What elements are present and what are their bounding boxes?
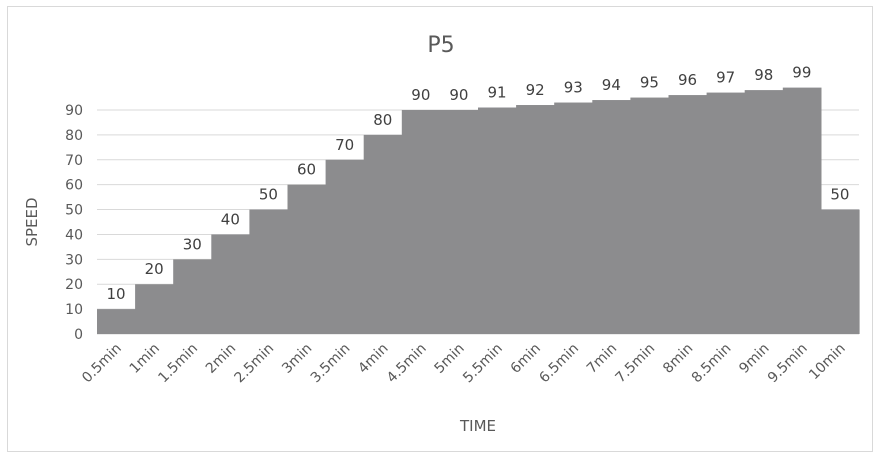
x-tick-label: 7.5min [613, 341, 659, 387]
x-tick-label: 6.5min [536, 341, 582, 387]
bar [478, 107, 517, 334]
y-tick-label: 90 [65, 103, 83, 119]
bar [554, 102, 593, 335]
bar [820, 209, 860, 334]
x-tick-label: 9.5min [765, 341, 811, 387]
bar [706, 92, 746, 334]
data-labels: 10 20 30 40 50 60 70 80 90 90 91 92 93 94 95 96 97 98 99 50 [107, 64, 850, 304]
y-tick-label: 80 [65, 128, 83, 144]
y-tick-label: 50 [65, 203, 83, 219]
bar [363, 134, 403, 334]
y-tick-label: 0 [74, 327, 83, 343]
x-tick-label: 4.5min [384, 341, 430, 387]
data-label: 99 [792, 64, 811, 82]
data-label: 60 [297, 161, 316, 179]
data-label: 80 [373, 111, 392, 129]
bar [401, 110, 441, 334]
data-label: 40 [221, 210, 240, 228]
x-tick-label: 10min [806, 341, 849, 384]
data-label: 92 [526, 81, 545, 99]
x-tick-label: 8.5min [689, 341, 735, 387]
y-tick-label: 20 [65, 277, 83, 293]
bar [516, 105, 555, 335]
bar [97, 309, 136, 334]
x-tick-label: 3.5min [308, 341, 354, 387]
data-label: 93 [564, 79, 583, 97]
bar [668, 95, 708, 334]
data-label: 30 [183, 235, 202, 253]
y-tick-label: 60 [65, 178, 83, 194]
bar [287, 184, 327, 334]
bar [439, 110, 479, 334]
y-axis-label: SPEED [23, 197, 41, 246]
data-label: 10 [107, 285, 126, 303]
y-tick-label: 30 [65, 252, 83, 268]
bar [173, 259, 212, 334]
bar [744, 90, 784, 334]
data-label: 50 [259, 186, 278, 204]
x-tick-label: 5.5min [460, 341, 506, 387]
x-tick-label: 0.5min [79, 341, 125, 387]
data-label: 94 [602, 76, 621, 94]
bar [325, 159, 365, 334]
bar [630, 97, 670, 334]
x-tick-label: 2.5min [232, 341, 278, 387]
y-axis-ticks: 0 10 20 30 40 50 60 70 80 90 [65, 103, 83, 343]
data-label: 95 [640, 74, 659, 92]
y-tick-label: 40 [65, 227, 83, 243]
bars [97, 87, 860, 335]
chart-title: P5 [427, 33, 454, 58]
data-label: 90 [411, 86, 430, 104]
bar [135, 284, 174, 334]
bar [211, 234, 250, 334]
data-label: 70 [335, 136, 354, 154]
data-label: 96 [678, 71, 697, 89]
y-tick-label: 70 [65, 153, 83, 169]
data-label: 20 [145, 260, 164, 278]
y-tick-label: 10 [65, 302, 83, 318]
bar [592, 100, 631, 335]
x-axis-label: TIME [459, 417, 496, 435]
data-label: 50 [830, 186, 849, 204]
data-label: 90 [449, 86, 468, 104]
x-tick-label: 1.5min [155, 341, 201, 387]
data-label: 91 [488, 84, 507, 102]
data-label: 98 [754, 66, 773, 84]
data-label: 97 [716, 69, 735, 87]
bar [249, 209, 289, 334]
bar [782, 87, 822, 334]
